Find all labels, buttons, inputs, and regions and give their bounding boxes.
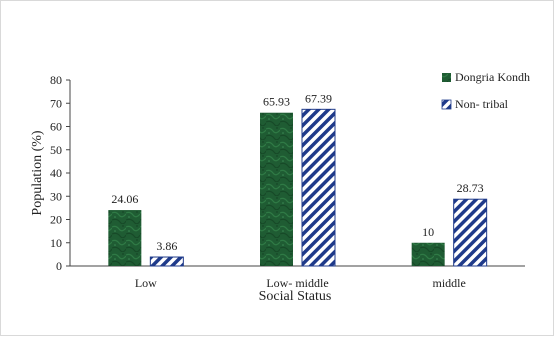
bar-series-2	[453, 198, 488, 267]
data-label: 10	[422, 225, 434, 239]
category-label: Low- middle	[266, 276, 328, 290]
bar-series-1	[260, 112, 293, 266]
data-label: 65.93	[263, 95, 290, 109]
bar-series-2	[149, 256, 184, 267]
legend-swatch-series-2	[441, 99, 452, 110]
y-tick-label: 80	[50, 73, 62, 87]
bar-series-1	[411, 242, 445, 266]
category-label: Low	[135, 276, 157, 290]
legend: Dongria Kondh Non- tribal	[441, 70, 530, 111]
y-tick-label: 70	[50, 96, 62, 110]
data-label: 28.73	[457, 181, 484, 195]
legend-label-series-2: Non- tribal	[455, 97, 509, 111]
category-label: middle	[433, 276, 466, 290]
y-axis-title: Population (%)	[30, 130, 45, 215]
y-tick-label: 60	[50, 120, 62, 134]
y-tick-label: 10	[50, 236, 62, 250]
data-label: 3.86	[156, 239, 177, 253]
y-tick-label: 50	[50, 143, 62, 157]
legend-label-series-1: Dongria Kondh	[455, 70, 530, 84]
bar-series-2	[301, 108, 336, 267]
data-label: 24.06	[111, 192, 138, 206]
y-tick-label: 20	[50, 213, 62, 227]
x-axis-title: Social Status	[259, 289, 332, 304]
y-tick-label: 0	[56, 259, 62, 273]
y-tick-label: 40	[50, 166, 62, 180]
y-tick-label: 30	[50, 189, 62, 203]
data-label: 67.39	[305, 91, 332, 105]
bar-series-1	[108, 210, 142, 266]
legend-swatch-series-1	[442, 73, 451, 82]
